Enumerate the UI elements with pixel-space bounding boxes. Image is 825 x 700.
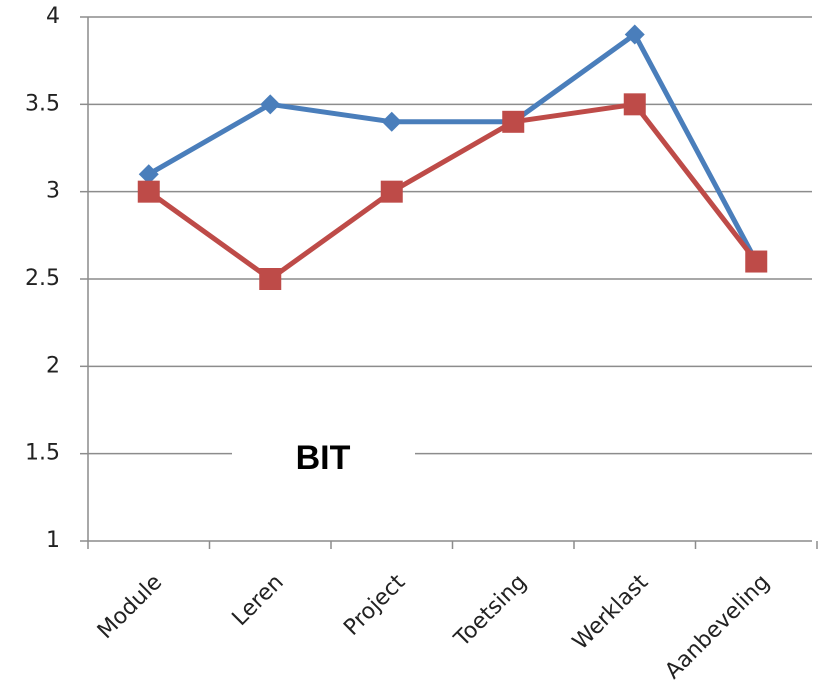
- marker: [137, 180, 160, 203]
- y-tick-label: 3: [46, 179, 60, 204]
- series-line: [147, 31, 759, 263]
- grid-layer: [80, 16, 818, 549]
- marker: [381, 111, 402, 132]
- x-tick-label: Project: [339, 570, 410, 641]
- y-tick-label: 1.5: [25, 441, 60, 466]
- annotation-background: [232, 430, 415, 490]
- y-tick-label: 2: [46, 353, 60, 378]
- x-tick-label: Toetsing: [449, 570, 532, 653]
- marker: [502, 110, 525, 133]
- marker: [623, 93, 646, 116]
- marker: [138, 164, 159, 185]
- x-tick-label: Werklast: [568, 570, 653, 655]
- y-tick-label: 1: [46, 528, 60, 553]
- y-tick-label: 4: [46, 4, 60, 29]
- marker: [260, 94, 281, 115]
- y-tick-label: 2.5: [25, 266, 60, 291]
- annotation: BIT: [296, 439, 351, 477]
- y-tick-label: 3.5: [25, 91, 60, 116]
- x-tick-label: Leren: [228, 570, 289, 631]
- marker: [745, 250, 768, 273]
- marker: [380, 180, 403, 203]
- series-line: [147, 101, 759, 282]
- marker: [624, 24, 645, 45]
- x-tick-label: Aanbeveling: [660, 570, 774, 684]
- marker: [259, 268, 282, 290]
- x-tick-label: Module: [93, 570, 167, 644]
